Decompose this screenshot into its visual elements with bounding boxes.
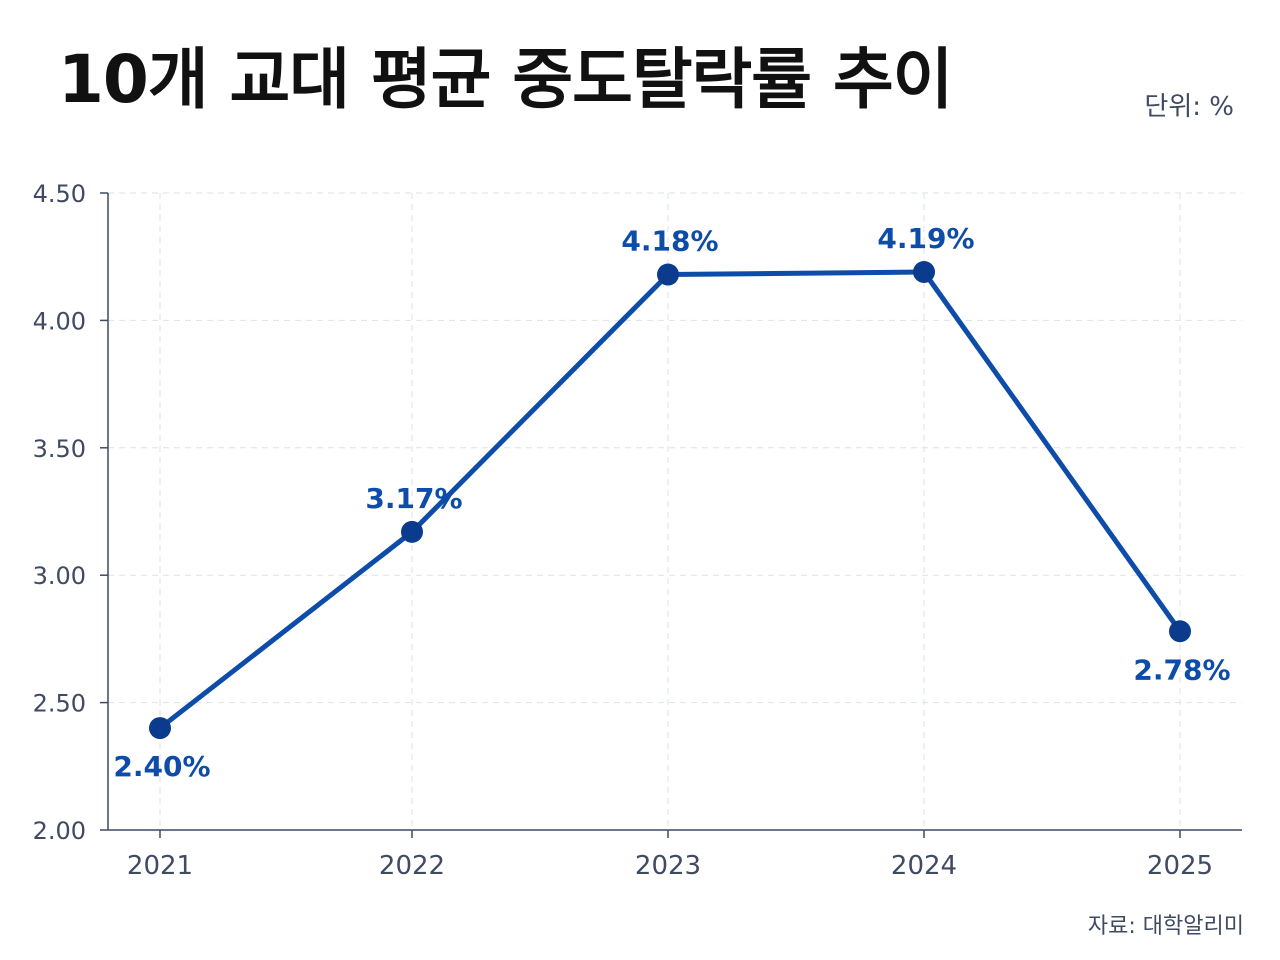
data-points	[149, 260, 1191, 740]
series-line-group	[157, 269, 1183, 731]
data-point	[1169, 620, 1191, 643]
y-tick-label: 2.50	[33, 690, 86, 718]
data-label: 2.78%	[1133, 653, 1230, 686]
x-tick-label: 2025	[1147, 851, 1213, 881]
data-point	[401, 520, 423, 543]
data-point	[149, 717, 171, 740]
y-tick-label: 3.00	[33, 562, 86, 590]
data-label: 4.18%	[621, 225, 718, 258]
x-tick-label: 2022	[379, 851, 445, 881]
unit-label: 단위: %	[1144, 92, 1234, 122]
x-tick-label: 2023	[635, 851, 701, 881]
chart-title: 10개 교대 평균 중도탈락률 추이	[58, 41, 953, 118]
y-tick-marks	[100, 192, 108, 831]
source-note: 자료: 대학알리미	[1087, 914, 1244, 939]
x-tick-marks	[159, 830, 1181, 838]
x-gridlines	[159, 193, 1181, 830]
x-tick-labels: 2021 2022 2023 2024 2025	[127, 851, 1213, 881]
x-tick-label: 2024	[891, 851, 957, 881]
data-label: 2.40%	[113, 750, 210, 783]
data-label: 3.17%	[365, 482, 462, 515]
y-gridlines	[108, 192, 1242, 704]
data-point	[657, 263, 679, 286]
data-point	[913, 260, 935, 283]
x-tick-label: 2021	[127, 851, 193, 881]
y-tick-label: 3.50	[33, 435, 86, 463]
y-tick-label: 4.00	[33, 307, 86, 335]
y-tick-labels: 4.50 4.00 3.50 3.00 2.50 2.00	[33, 180, 86, 845]
data-labels: 2.40% 3.17% 4.18% 4.19% 2.78%	[113, 222, 1230, 783]
series-line	[157, 269, 1183, 731]
data-label: 4.19%	[877, 222, 974, 255]
y-tick-label: 2.00	[33, 817, 86, 845]
y-tick-label: 4.50	[33, 180, 86, 208]
